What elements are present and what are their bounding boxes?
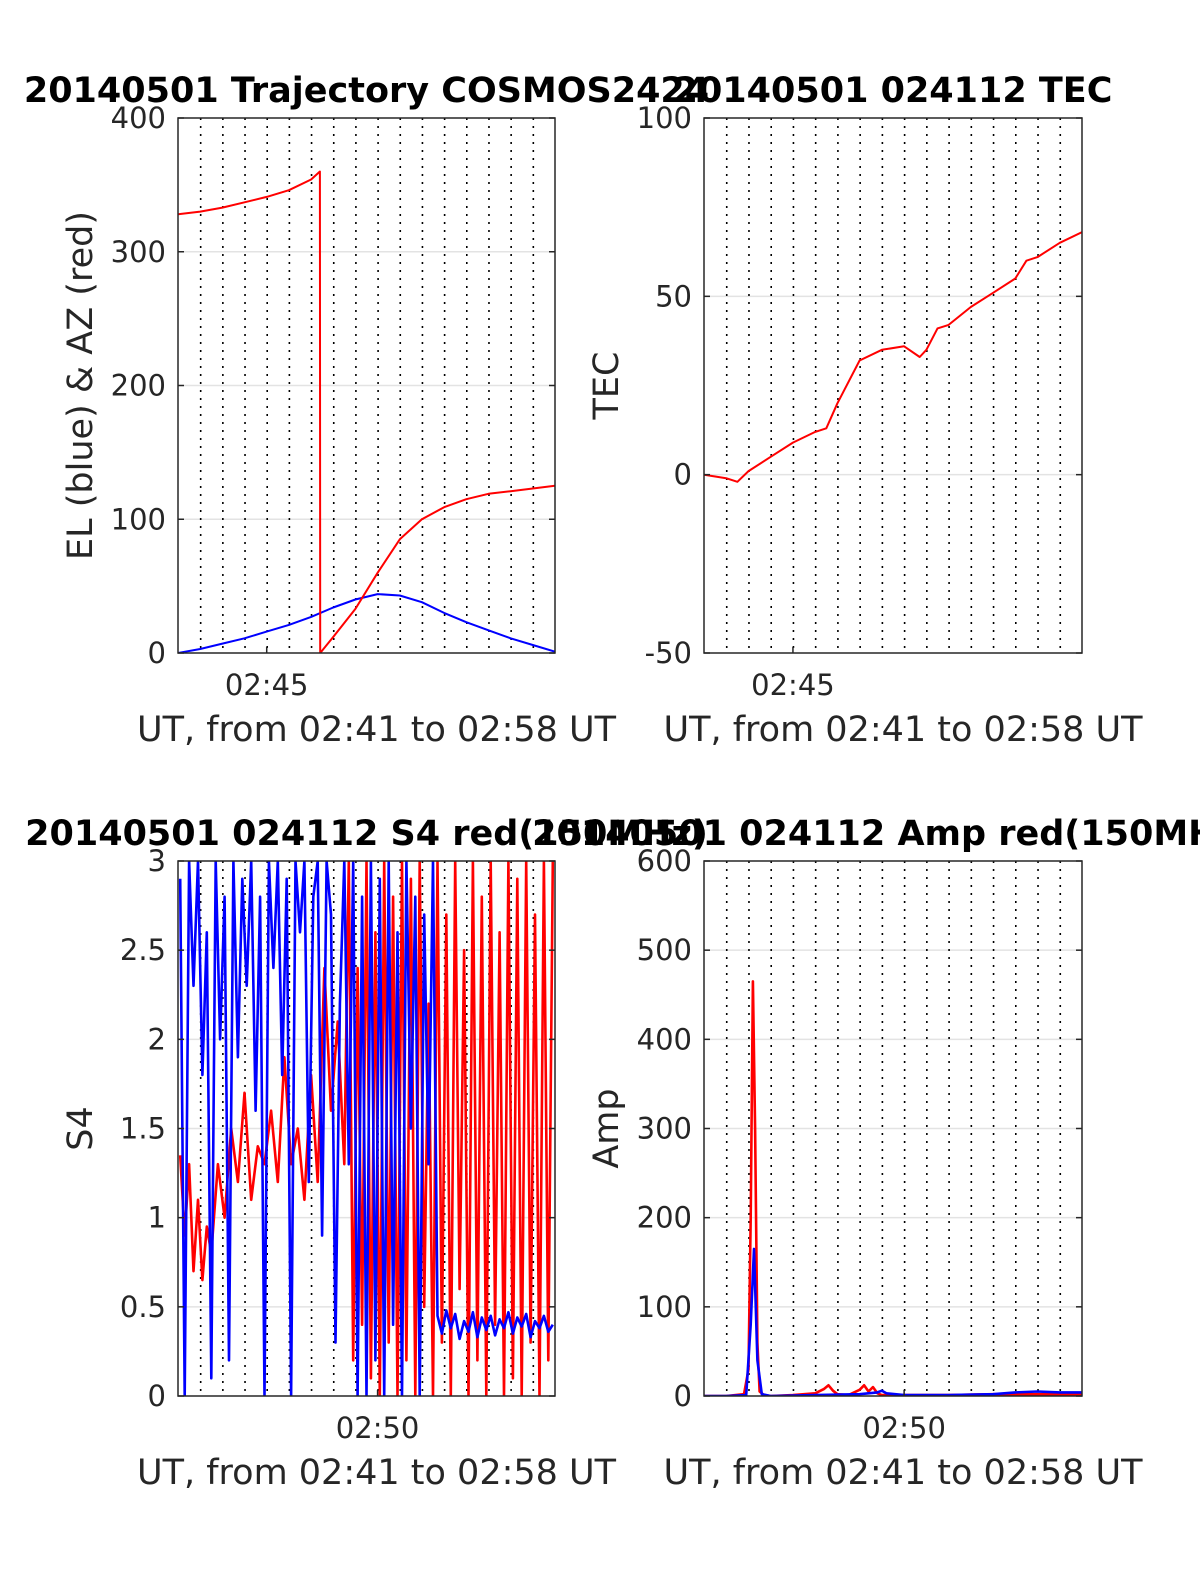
trajectory-title: 20140501 Trajectory COSMOS2424 bbox=[24, 71, 709, 111]
s4-xtick-label: 02:50 bbox=[336, 1411, 420, 1445]
s4-series-s4_blue bbox=[178, 861, 554, 1396]
tec-ytick-label: 50 bbox=[655, 279, 692, 313]
trajectory-xlabel: UT, from 02:41 to 02:58 UT bbox=[137, 710, 617, 750]
trajectory-panel: 0 100 200 300 400 02:45 UT, from 02:41 to 02:5… bbox=[24, 71, 709, 750]
trajectory-ytick-label: 100 bbox=[111, 502, 166, 536]
s4-ytick-label: 0.5 bbox=[120, 1290, 166, 1324]
s4-ytick-label: 2.5 bbox=[120, 933, 166, 967]
amp-series-amp_red bbox=[704, 980, 1082, 1396]
s4-series-s4_red bbox=[178, 861, 555, 1396]
tec-xtick-label: 02:45 bbox=[751, 668, 835, 702]
trajectory-ytick-label: 300 bbox=[111, 235, 166, 269]
s4-panel: 0 0.5 1 1.5 2 2.5 3 02:50 UT, from 02:41 to 02:5… bbox=[25, 814, 708, 1493]
trajectory-series-el bbox=[178, 593, 555, 653]
s4-ytick-label: 3 bbox=[148, 844, 166, 878]
tec-ytick-label: -50 bbox=[645, 636, 692, 670]
s4-title: 20140501 024112 S4 red(150MHz) bbox=[25, 814, 708, 854]
amp-title: 20140501 024112 Amp red(150MHz) bbox=[532, 814, 1200, 854]
amp-ytick-label: 500 bbox=[637, 933, 692, 967]
amp-ytick-label: 600 bbox=[637, 844, 692, 878]
amp-ytick-label: 0 bbox=[674, 1379, 692, 1413]
tec-title: 20140501 024112 TEC bbox=[674, 71, 1113, 111]
trajectory-ylabel: EL (blue) & AZ (red) bbox=[61, 211, 101, 560]
tec-axes-frame bbox=[703, 117, 1083, 654]
tec-xlabel: UT, from 02:41 to 02:58 UT bbox=[663, 710, 1143, 750]
s4-ytick-label: 2 bbox=[148, 1022, 166, 1056]
tec-ytick-label: 0 bbox=[674, 458, 692, 492]
trajectory-ytick-label: 200 bbox=[111, 369, 166, 403]
amp-ylabel: Amp bbox=[587, 1088, 627, 1168]
amp-ytick-label: 400 bbox=[637, 1022, 692, 1056]
amp-xlabel: UT, from 02:41 to 02:58 UT bbox=[663, 1453, 1143, 1493]
amp-series-amp_blue bbox=[704, 1247, 1082, 1396]
s4-xlabel: UT, from 02:41 to 02:58 UT bbox=[137, 1453, 617, 1493]
tec-panel: -50 0 50 100 02:45 UT, from 02:41 to 02:58 UT… bbox=[587, 71, 1143, 750]
trajectory-ytick-label: 400 bbox=[111, 101, 166, 135]
amp-xtick-label: 02:50 bbox=[862, 1411, 946, 1445]
s4-ytick-label: 1.5 bbox=[120, 1112, 166, 1146]
tec-ytick-label: 100 bbox=[637, 101, 692, 135]
s4-ytick-label: 1 bbox=[148, 1201, 166, 1235]
trajectory-series-az bbox=[178, 170, 555, 653]
s4-ylabel: S4 bbox=[61, 1106, 101, 1151]
amp-ytick-label: 100 bbox=[637, 1290, 692, 1324]
amp-ytick-label: 300 bbox=[637, 1112, 692, 1146]
tec-ylabel: TEC bbox=[587, 352, 627, 421]
amp-ytick-label: 200 bbox=[637, 1201, 692, 1235]
amp-panel: 0 100 200 300 400 500 600 02:50 UT, from 02:41 t… bbox=[532, 814, 1200, 1493]
tec-series-tec bbox=[704, 231, 1082, 483]
trajectory-xtick-label: 02:45 bbox=[225, 668, 309, 702]
s4-ytick-label: 0 bbox=[148, 1379, 166, 1413]
trajectory-ytick-label: 0 bbox=[148, 636, 166, 670]
